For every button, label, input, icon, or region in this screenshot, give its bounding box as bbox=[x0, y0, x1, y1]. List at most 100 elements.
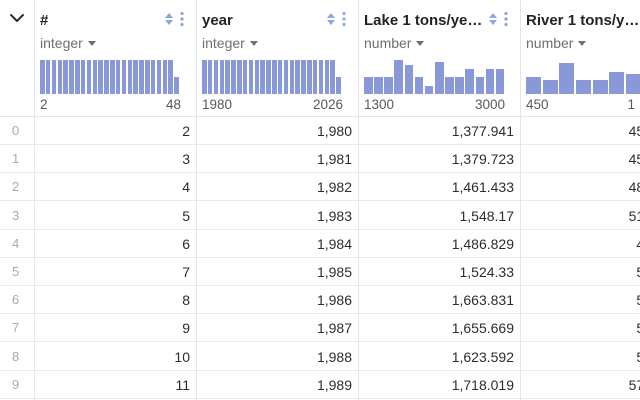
table-cell[interactable]: 1,379.723 bbox=[451, 151, 514, 168]
column-header[interactable]: River 1 tons/y… number 450 1 bbox=[520, 0, 640, 116]
table-cell[interactable]: 1,988 bbox=[316, 348, 352, 365]
histogram-bar bbox=[277, 60, 283, 94]
table-row[interactable]: 9 11 1,989 1,718.019 572 bbox=[0, 371, 640, 399]
column-header[interactable]: year integer 1980 2026 bbox=[196, 0, 358, 116]
row-index: 1 bbox=[12, 151, 20, 167]
table-cell[interactable]: 1,986 bbox=[316, 292, 352, 309]
histogram-bar bbox=[404, 65, 414, 94]
histogram-bar bbox=[219, 60, 225, 94]
column-header[interactable]: # integer 2 48 bbox=[34, 0, 196, 116]
table-cell[interactable]: 487 bbox=[628, 179, 640, 196]
column-type-select[interactable]: integer bbox=[202, 35, 258, 51]
sort-icon[interactable] bbox=[326, 11, 336, 27]
table-cell[interactable]: 1,989 bbox=[316, 376, 352, 393]
table-cell[interactable]: 1,548.17 bbox=[459, 207, 515, 224]
table-row[interactable]: 7 9 1,987 1,655.669 55 bbox=[0, 314, 640, 343]
table-cell[interactable]: 1,486.829 bbox=[451, 235, 514, 252]
histogram-bar bbox=[414, 77, 424, 94]
table-row[interactable]: 3 5 1,983 1,548.17 516 bbox=[0, 202, 640, 230]
row-divider bbox=[0, 369, 640, 371]
histogram-bar bbox=[435, 61, 444, 94]
table-row[interactable]: 6 8 1,986 1,663.831 55 bbox=[0, 286, 640, 315]
table-cell[interactable]: 1,663.831 bbox=[451, 292, 514, 309]
column-name: River 1 tons/y… bbox=[526, 12, 640, 29]
column-type-label: integer bbox=[202, 35, 245, 51]
table-row[interactable]: 5 7 1,985 1,524.33 50 bbox=[0, 258, 640, 286]
row-divider bbox=[0, 172, 640, 174]
table-cell[interactable]: 54 bbox=[520, 343, 640, 371]
kebab-menu-icon[interactable] bbox=[341, 11, 347, 27]
table-cell[interactable]: 1,984 bbox=[316, 235, 352, 252]
table-cell[interactable]: 1,377.941 bbox=[451, 123, 514, 139]
histogram-bar bbox=[162, 60, 168, 94]
table-cell[interactable]: 3 bbox=[182, 151, 190, 168]
sort-icon[interactable] bbox=[488, 11, 498, 27]
column-name: # bbox=[40, 12, 49, 29]
sort-icon[interactable] bbox=[164, 11, 174, 27]
table-cell[interactable]: 1,983 bbox=[316, 207, 352, 224]
range-min-label: 450 bbox=[526, 97, 549, 112]
caret-down-icon bbox=[578, 41, 587, 46]
column-name: year bbox=[202, 12, 233, 29]
table-cell[interactable]: 1,985 bbox=[316, 264, 352, 280]
histogram-bar bbox=[384, 77, 393, 94]
histogram-bar bbox=[237, 60, 242, 94]
histogram-bar bbox=[592, 80, 608, 94]
table-cell[interactable]: 55 bbox=[520, 286, 640, 314]
table-cell[interactable]: 516 bbox=[628, 207, 640, 224]
histogram-bar bbox=[374, 77, 383, 94]
table-row[interactable]: 8 10 1,988 1,623.592 54 bbox=[0, 343, 640, 371]
table-cell[interactable]: 2 bbox=[182, 123, 190, 139]
table-cell[interactable]: 7 bbox=[182, 264, 190, 280]
histogram-bar bbox=[248, 60, 254, 94]
table-cell[interactable]: 50 bbox=[520, 258, 640, 286]
table-row[interactable]: 2 4 1,982 1,461.433 487 bbox=[0, 173, 640, 202]
table-cell[interactable]: 6 bbox=[182, 235, 190, 252]
histogram-bar bbox=[559, 63, 575, 94]
table-cell[interactable]: 1,981 bbox=[316, 151, 352, 168]
histogram-bar bbox=[231, 60, 236, 94]
table-cell[interactable]: 4 bbox=[182, 179, 190, 196]
table-cell[interactable]: 8 bbox=[182, 292, 190, 309]
histogram-bar bbox=[127, 60, 133, 94]
table-cell[interactable]: 1,623.592 bbox=[451, 348, 514, 365]
column-type-select[interactable]: number bbox=[526, 35, 587, 51]
column-histogram bbox=[526, 58, 640, 94]
row-divider bbox=[0, 228, 640, 230]
histogram-bar bbox=[207, 60, 213, 94]
table-cell[interactable]: 49 bbox=[520, 230, 640, 258]
histogram-bar bbox=[272, 60, 277, 94]
row-divider bbox=[0, 397, 640, 399]
table-cell[interactable]: 10 bbox=[174, 348, 190, 365]
kebab-menu-icon[interactable] bbox=[179, 11, 185, 27]
histogram-bar bbox=[330, 60, 335, 94]
column-type-select[interactable]: integer bbox=[40, 35, 96, 51]
histogram-bar bbox=[254, 60, 260, 94]
table-cell[interactable]: 459 bbox=[628, 123, 640, 139]
table-cell[interactable]: 459 bbox=[628, 151, 640, 168]
collapse-toggle[interactable] bbox=[0, 0, 34, 116]
table-cell[interactable]: 1,718.019 bbox=[451, 376, 514, 393]
histogram-bar bbox=[45, 60, 51, 94]
kebab-menu-icon[interactable] bbox=[503, 11, 509, 27]
table-cell[interactable]: 55 bbox=[520, 314, 640, 342]
column-type-select[interactable]: number bbox=[364, 35, 425, 51]
table-row[interactable]: 0 2 1,980 1,377.941 459 bbox=[0, 117, 640, 145]
table-cell[interactable]: 1,982 bbox=[316, 179, 352, 196]
column-header[interactable]: Lake 1 tons/ye… number 1300 3000 bbox=[358, 0, 520, 116]
histogram-bar bbox=[75, 60, 80, 94]
histogram-bar bbox=[242, 60, 248, 94]
table-cell[interactable]: 5 bbox=[182, 207, 190, 224]
histogram-bar bbox=[445, 77, 454, 94]
table-cell[interactable]: 1,524.33 bbox=[459, 264, 515, 280]
range-min-label: 1980 bbox=[202, 97, 233, 112]
table-cell[interactable]: 572 bbox=[628, 376, 640, 393]
table-row[interactable]: 1 3 1,981 1,379.723 459 bbox=[0, 145, 640, 174]
table-cell[interactable]: 1,461.433 bbox=[451, 179, 514, 196]
table-cell[interactable]: 9 bbox=[182, 320, 190, 337]
table-row[interactable]: 4 6 1,984 1,486.829 49 bbox=[0, 230, 640, 258]
table-cell[interactable]: 1,987 bbox=[316, 320, 352, 337]
table-cell[interactable]: 1,655.669 bbox=[451, 320, 514, 337]
table-cell[interactable]: 11 bbox=[175, 376, 190, 393]
table-cell[interactable]: 1,980 bbox=[316, 123, 352, 139]
